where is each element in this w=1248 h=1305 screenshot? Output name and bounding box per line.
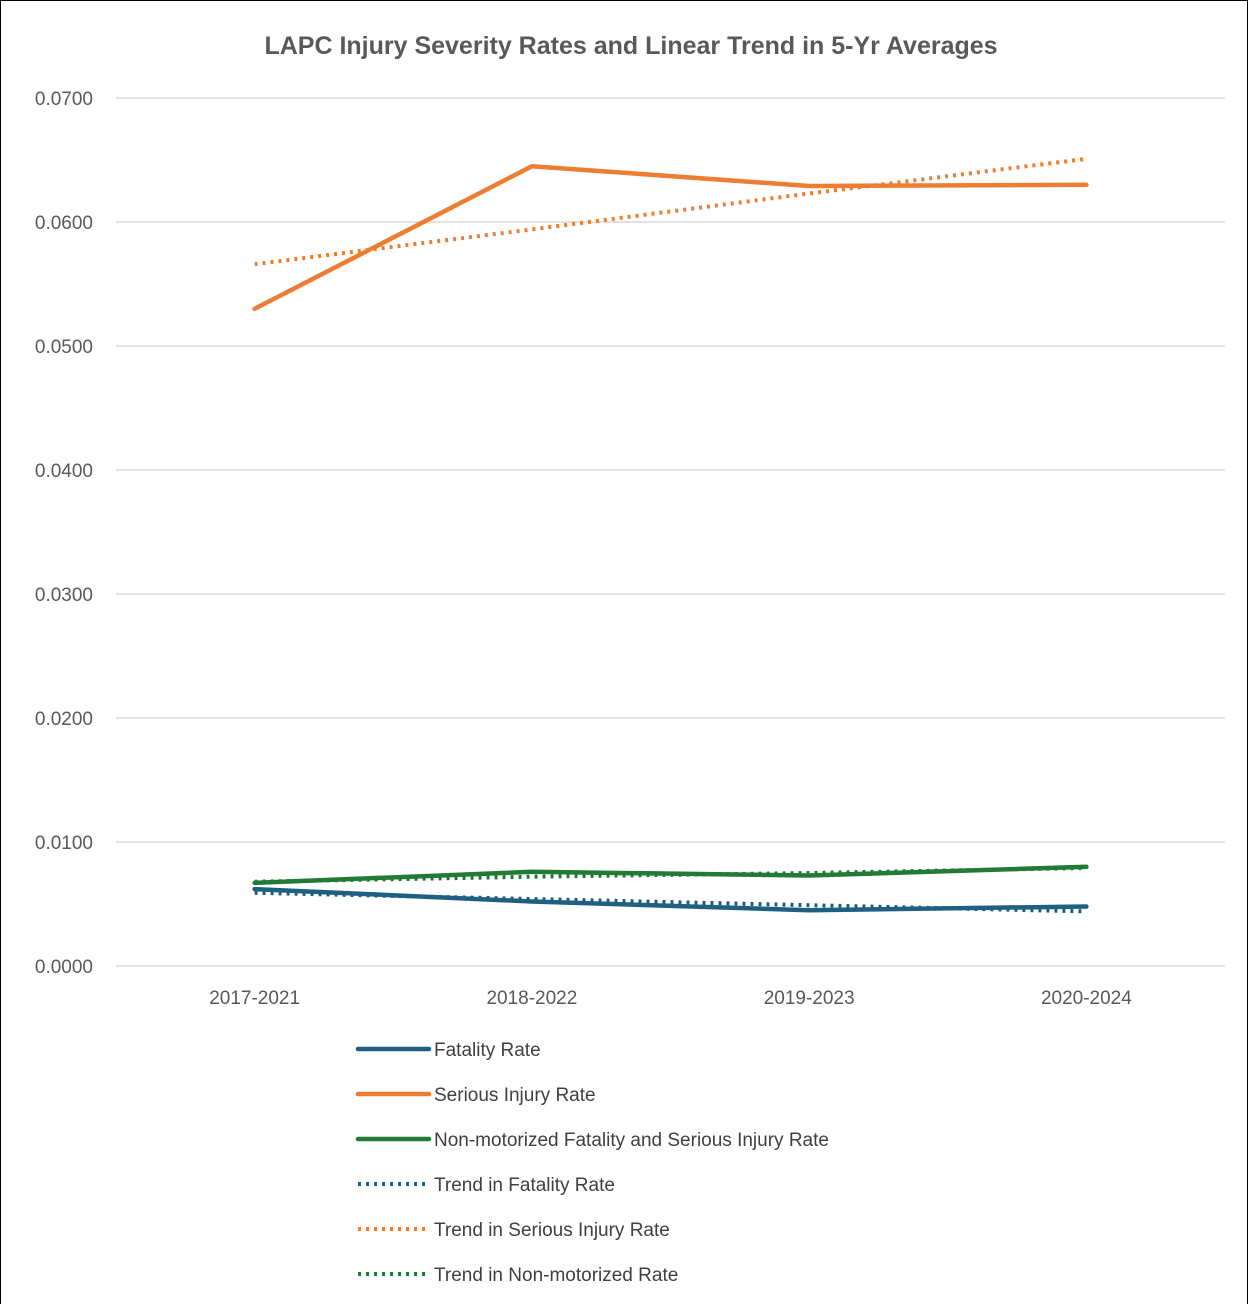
x-axis-ticks: 2017-2021 2018-2022 2019-2023 2020-2024 <box>209 988 1132 1009</box>
y-tick-label: 0.0700 <box>35 89 93 110</box>
y-tick-label: 0.0000 <box>35 957 93 978</box>
legend-label: Non-motorized Fatality and Serious Injur… <box>434 1130 829 1151</box>
series-line-2 <box>252 864 1089 886</box>
y-tick-label: 0.0300 <box>35 585 93 606</box>
y-tick-label: 0.0100 <box>35 833 93 854</box>
chart-title: LAPC Injury Severity Rates and Linear Tr… <box>264 32 997 60</box>
legend-label: Trend in Serious Injury Rate <box>434 1220 670 1241</box>
series-line-0 <box>252 886 1089 913</box>
series-lines <box>252 156 1089 914</box>
x-tick-label: 2017-2021 <box>209 988 300 1009</box>
series-line-1 <box>252 163 1089 312</box>
y-tick-label: 0.0500 <box>35 337 93 358</box>
legend: Fatality Rate Serious Injury Rate Non-moto… <box>355 1040 829 1286</box>
legend-label: Serious Injury Rate <box>434 1085 596 1106</box>
y-tick-label: 0.0600 <box>35 213 93 234</box>
gridlines <box>116 97 1225 967</box>
x-tick-label: 2019-2023 <box>764 988 855 1009</box>
y-tick-label: 0.0400 <box>35 461 93 482</box>
x-tick-label: 2018-2022 <box>486 988 577 1009</box>
series-line-4 <box>254 156 1087 267</box>
y-axis-ticks: 0.0000 0.0100 0.0200 0.0300 0.0400 0.0500 0.06… <box>35 89 93 978</box>
legend-label: Trend in Non-motorized Rate <box>434 1265 678 1286</box>
legend-label: Trend in Fatality Rate <box>434 1175 615 1196</box>
legend-label: Fatality Rate <box>434 1040 541 1061</box>
x-tick-label: 2020-2024 <box>1041 988 1132 1009</box>
y-tick-label: 0.0200 <box>35 709 93 730</box>
